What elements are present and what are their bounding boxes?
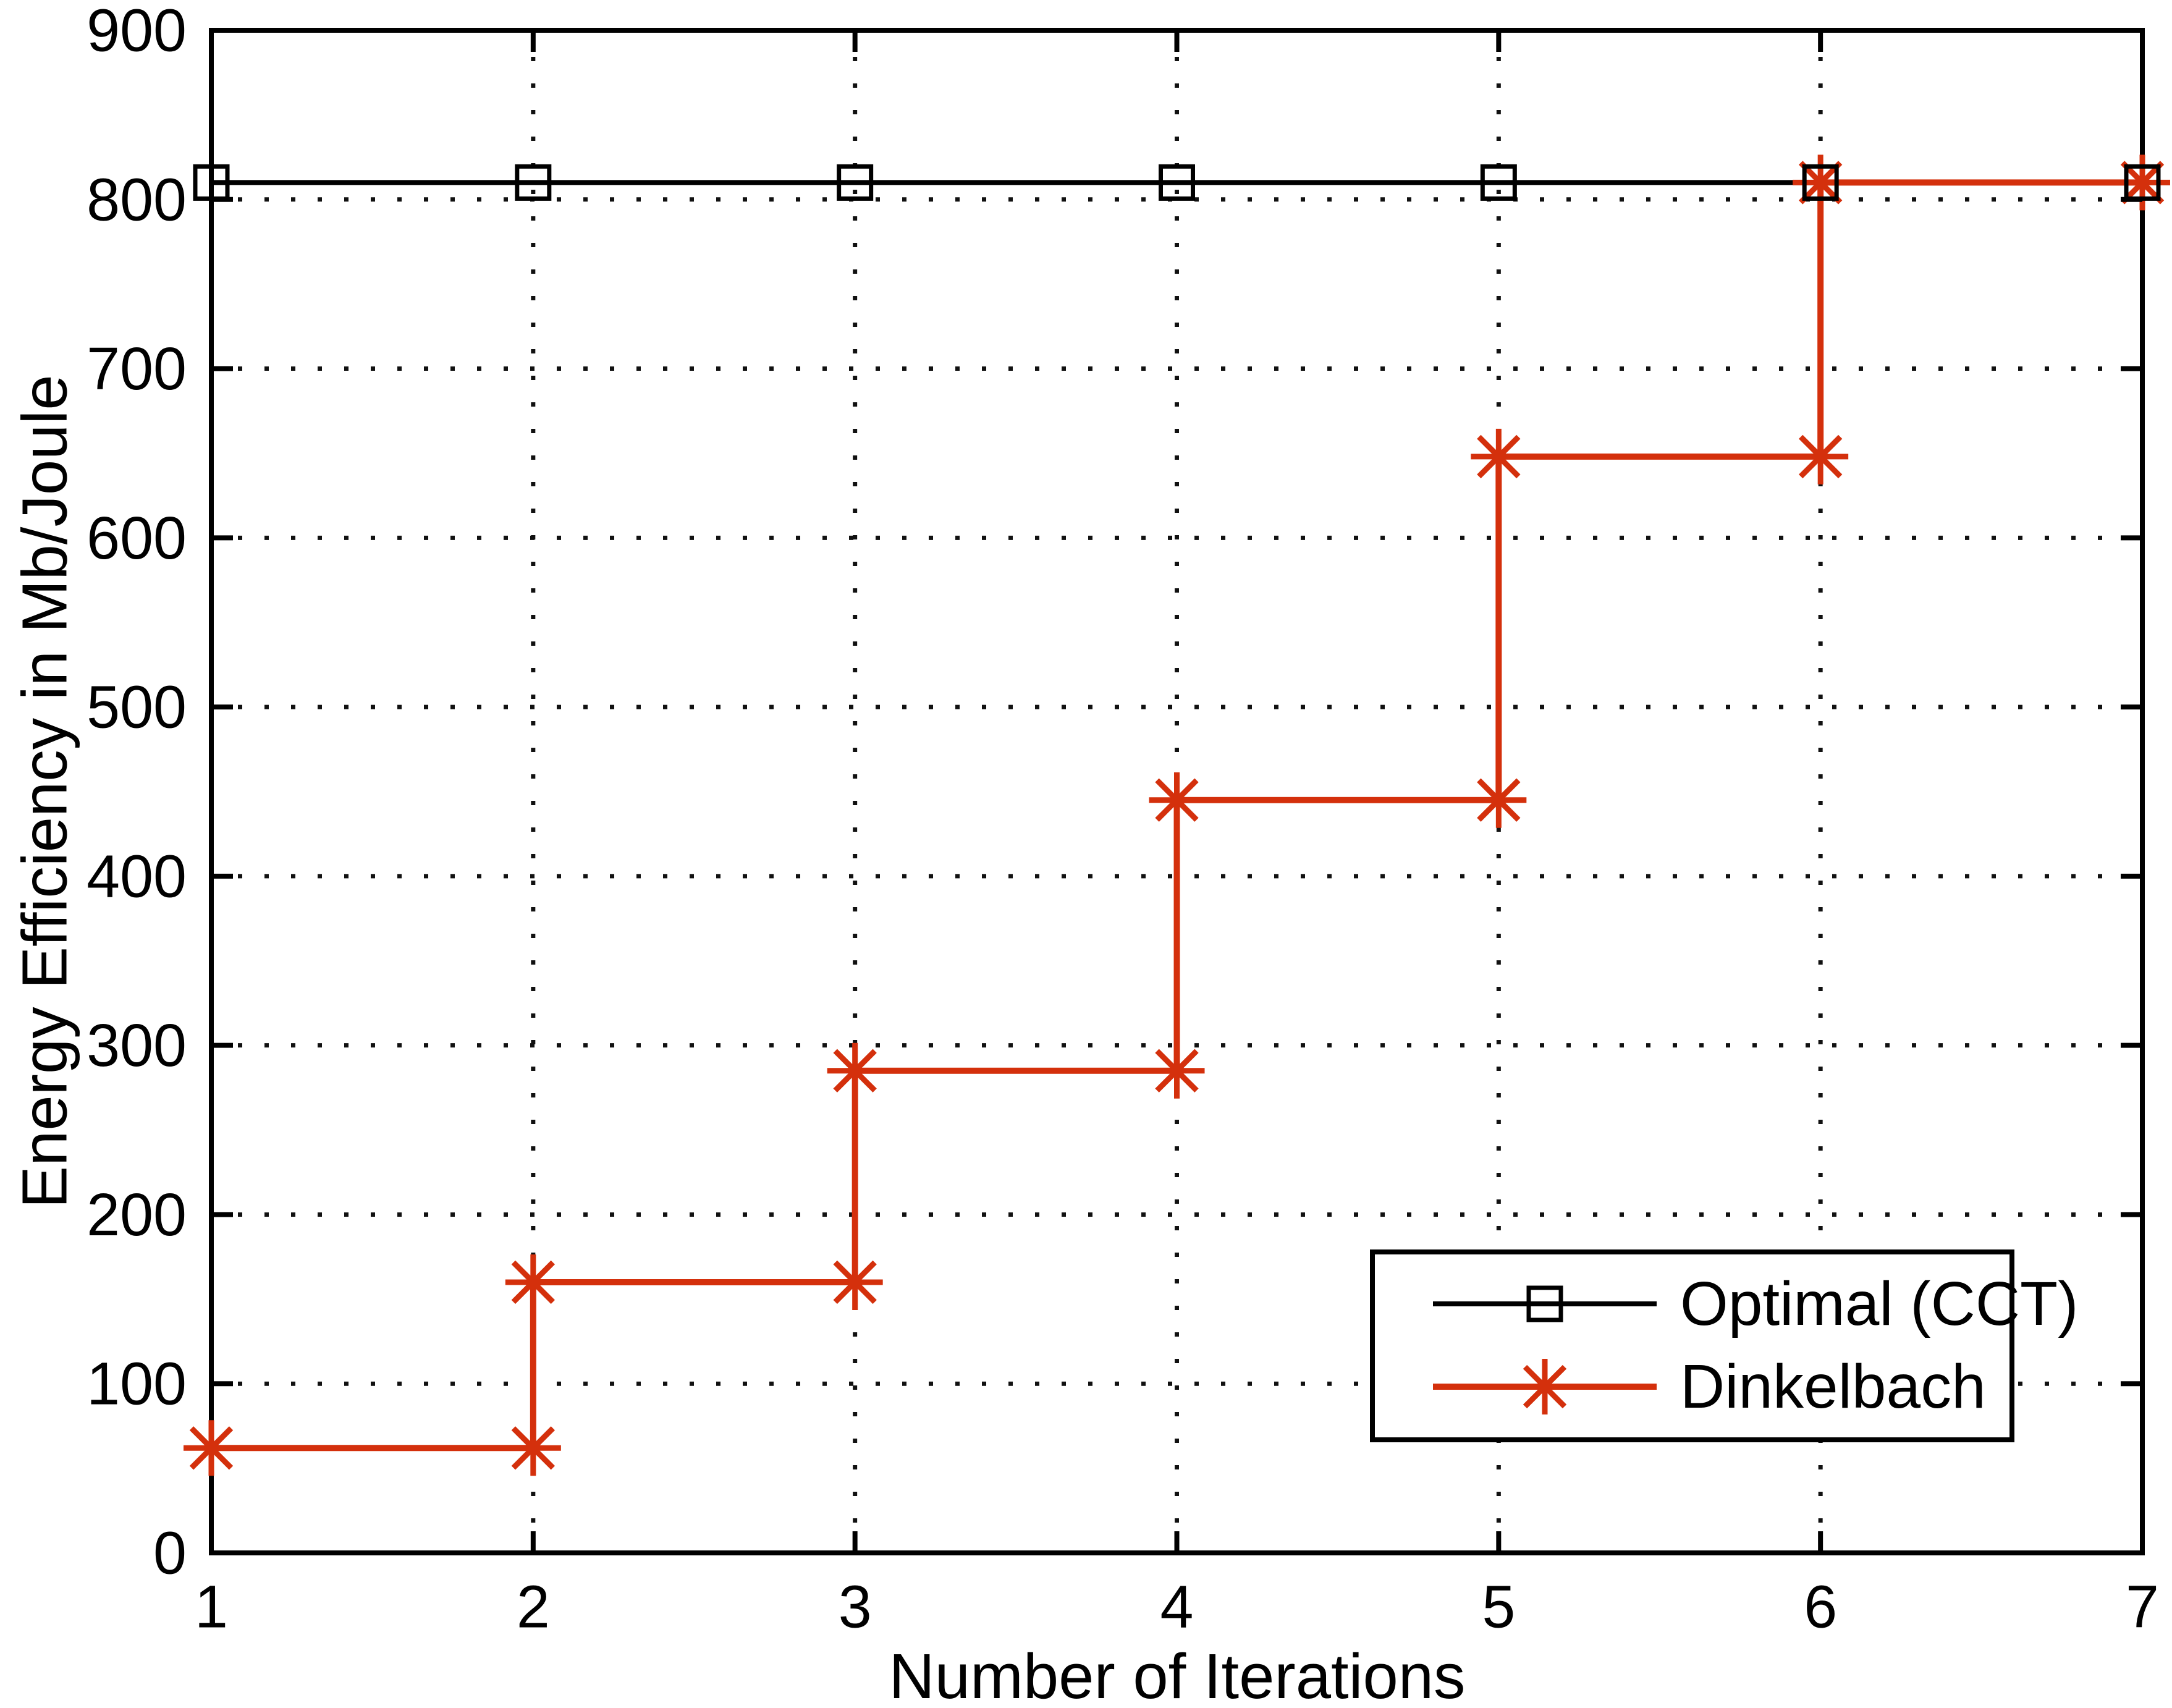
x-tick-label: 4 bbox=[1160, 1573, 1194, 1641]
y-tick-label: 500 bbox=[87, 674, 187, 741]
asterisk-marker-icon bbox=[505, 1420, 561, 1476]
y-tick-label: 200 bbox=[87, 1181, 187, 1248]
x-tick-label: 1 bbox=[195, 1573, 228, 1641]
asterisk-marker-icon bbox=[827, 1254, 883, 1310]
asterisk-marker-icon bbox=[827, 1042, 883, 1099]
asterisk-marker-icon bbox=[505, 1254, 561, 1310]
y-tick-label: 800 bbox=[87, 166, 187, 233]
x-tick-label: 3 bbox=[839, 1573, 872, 1641]
legend-item-dinkelbach: Dinkelbach bbox=[1433, 1352, 1986, 1421]
asterisk-marker-icon bbox=[2115, 154, 2170, 211]
legend-label-dinkelbach: Dinkelbach bbox=[1680, 1352, 1986, 1421]
asterisk-marker-icon bbox=[1471, 428, 1527, 484]
legend-label-optimal: Optimal (CCT) bbox=[1680, 1269, 2078, 1338]
square-marker-icon bbox=[837, 164, 874, 201]
asterisk-marker-icon bbox=[184, 1420, 239, 1476]
x-tick-labels: 1 2 3 4 5 6 7 bbox=[195, 1573, 2159, 1641]
x-axis-label: Number of Iterations bbox=[889, 1641, 1465, 1708]
legend: Optimal (CCT) Dinkelbach bbox=[1370, 1249, 2078, 1442]
x-tick-label: 2 bbox=[517, 1573, 550, 1641]
square-marker-icon bbox=[1802, 164, 1839, 201]
y-axis-label: Energy Efficiency in Mb/Joule bbox=[9, 374, 80, 1208]
y-tick-label: 600 bbox=[87, 504, 187, 572]
axis-ticks bbox=[209, 28, 2145, 1555]
square-marker-icon bbox=[1159, 164, 1195, 201]
series-markers bbox=[184, 154, 2170, 1476]
square-marker-icon bbox=[1480, 164, 1517, 201]
x-tick-label: 7 bbox=[2126, 1573, 2159, 1641]
x-tick-label: 5 bbox=[1482, 1573, 1515, 1641]
asterisk-marker-icon bbox=[1793, 154, 1849, 211]
y-tick-label: 300 bbox=[87, 1012, 187, 1079]
y-tick-label: 700 bbox=[87, 335, 187, 402]
y-tick-labels: 0 100 200 300 400 500 600 700 800 900 bbox=[87, 0, 187, 1587]
x-tick-label: 6 bbox=[1804, 1573, 1837, 1641]
asterisk-marker-icon bbox=[1793, 428, 1849, 484]
asterisk-marker-icon bbox=[1149, 1042, 1205, 1099]
y-tick-label: 900 bbox=[87, 0, 187, 64]
y-tick-label: 400 bbox=[87, 842, 187, 910]
legend-item-optimal: Optimal (CCT) bbox=[1433, 1269, 2078, 1338]
y-tick-label: 0 bbox=[153, 1520, 187, 1587]
asterisk-marker-icon bbox=[1471, 772, 1527, 828]
legend-box bbox=[1370, 1249, 2014, 1442]
square-marker-icon bbox=[515, 164, 552, 201]
legend-asterisk-marker-icon bbox=[1517, 1359, 1573, 1414]
legend-square-marker-icon bbox=[1526, 1285, 1563, 1322]
y-tick-label: 100 bbox=[87, 1350, 187, 1418]
asterisk-marker-icon bbox=[1149, 772, 1205, 828]
